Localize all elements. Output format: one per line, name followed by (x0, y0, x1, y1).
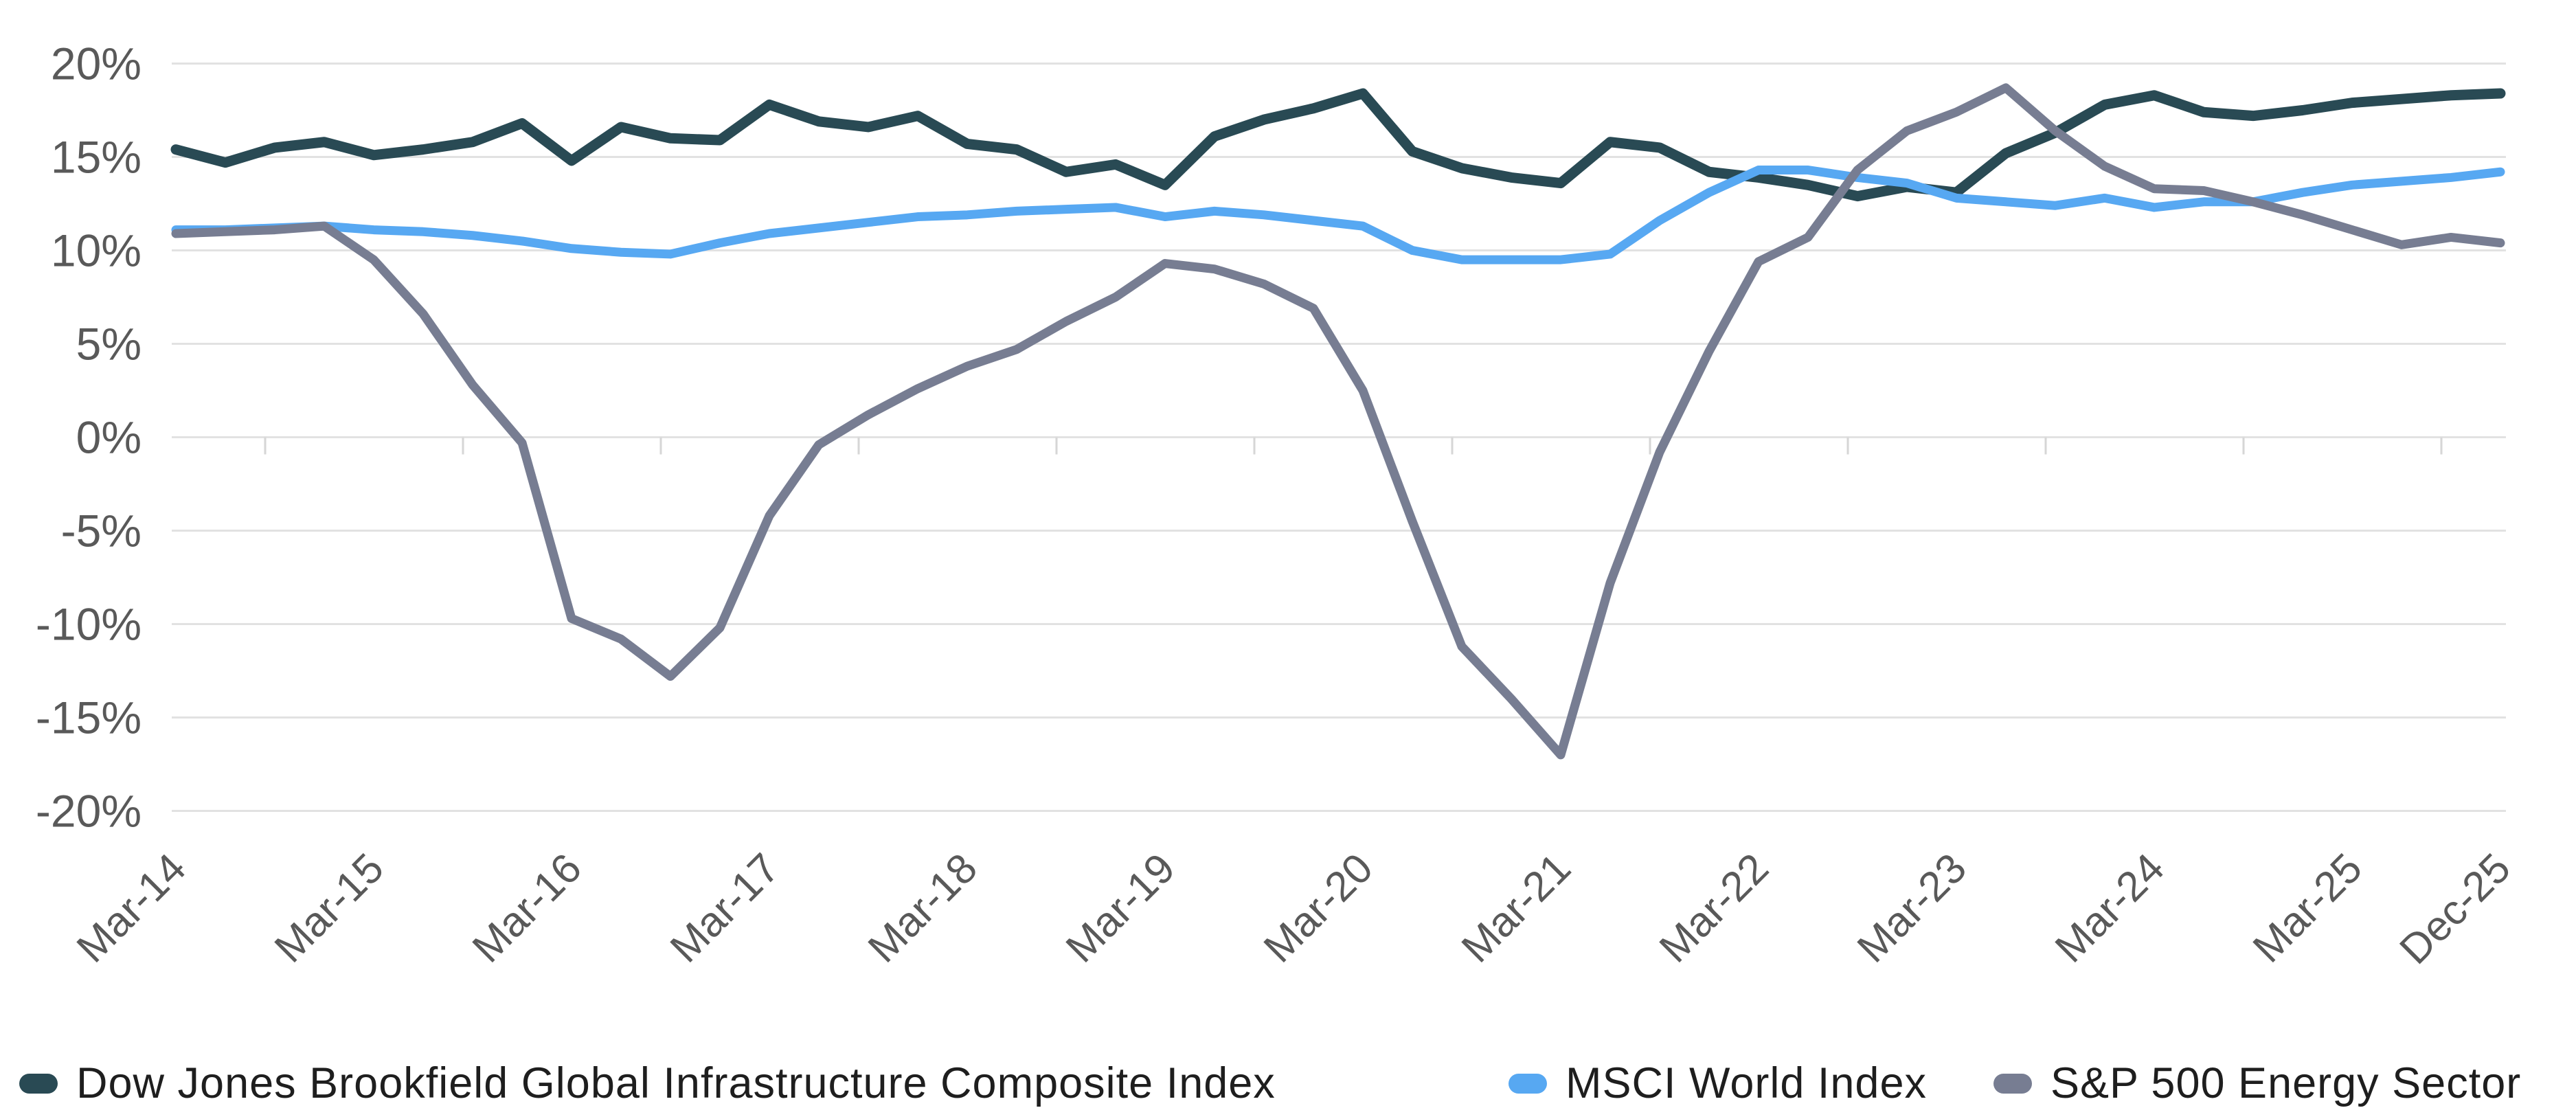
x-axis-label-Mar-15: Mar-15 (265, 844, 392, 971)
y-axis-label-15: 15% (51, 132, 142, 183)
series-line-2 (171, 83, 2505, 760)
x-axis-label-Mar-14: Mar-14 (67, 844, 194, 971)
x-axis-label-Mar-24: Mar-24 (2046, 844, 2173, 971)
legend-item-msci-world: MSCI World Index (1509, 1058, 1927, 1109)
legend-label-msci-world: MSCI World Index (1566, 1059, 1927, 1107)
x-axis-label-Mar-22: Mar-22 (1650, 844, 1777, 971)
x-axis-label-Mar-25: Mar-25 (2244, 844, 2371, 971)
x-axis-label-Mar-17: Mar-17 (661, 844, 788, 971)
y-axis-label-20: 20% (51, 38, 142, 89)
series-line-0 (170, 88, 2506, 202)
y-axis-label--5: -5% (61, 506, 142, 556)
x-axis-label-Mar-20: Mar-20 (1254, 844, 1381, 971)
legend-swatch-msci-world (1509, 1073, 1547, 1094)
legend-item-sp500-energy: S&P 500 Energy Sector (1993, 1058, 2521, 1109)
x-axis-label-Mar-18: Mar-18 (859, 844, 986, 971)
x-axis-label-Mar-16: Mar-16 (463, 844, 590, 971)
performance-line-chart: 20% 15% 10% 5% 0% -5% -10% -15% -20% Mar-14 Mar-15… (36, 38, 2519, 973)
y-axis-label-0: 0% (76, 412, 142, 463)
x-axis-label-Mar-23: Mar-23 (1848, 844, 1975, 971)
legend-item-dow-jones-brookfield: Dow Jones Brookfield Global Infrastructu… (19, 1058, 1276, 1109)
y-axis-label--20: -20% (36, 786, 142, 837)
legend-label-sp500-energy: S&P 500 Energy Sector (2050, 1059, 2522, 1107)
chart-legend: Dow Jones Brookfield Global Infrastructu… (0, 1058, 2576, 1113)
y-axis-label--10: -10% (36, 599, 142, 650)
x-axis-label-Mar-19: Mar-19 (1057, 844, 1184, 971)
x-axis-label-Mar-21: Mar-21 (1452, 844, 1579, 971)
y-axis-label-5: 5% (76, 319, 142, 370)
y-axis-label-10: 10% (51, 225, 142, 276)
series-line-1 (171, 166, 2505, 264)
legend-label-dow-jones-brookfield: Dow Jones Brookfield Global Infrastructu… (76, 1059, 1276, 1107)
y-axis-label--15: -15% (36, 692, 142, 743)
legend-swatch-sp500-energy (1993, 1073, 2032, 1094)
x-axis-label-Dec-25: Dec-25 (2391, 844, 2519, 973)
legend-swatch-dow-jones-brookfield (19, 1073, 58, 1094)
